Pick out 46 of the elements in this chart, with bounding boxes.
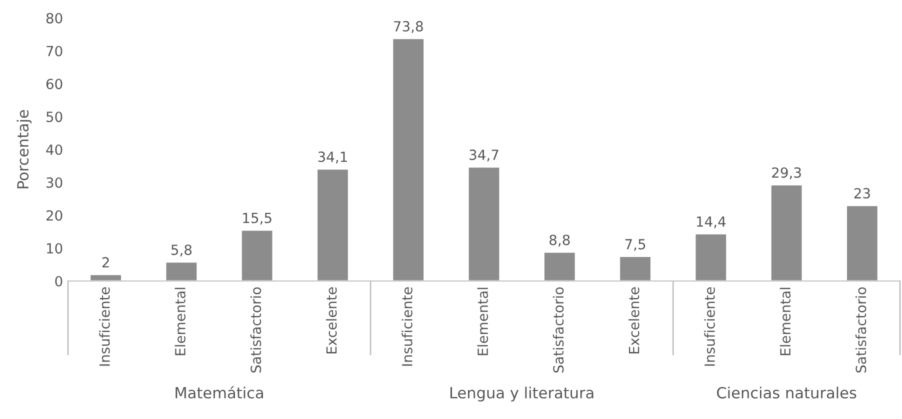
x-tick-label: Insuficiente <box>402 287 412 366</box>
data-label: 14,4 <box>696 216 726 228</box>
text: Matemática <box>176 386 263 399</box>
data-label: 2 <box>102 257 109 268</box>
bar <box>618 256 652 281</box>
x-tick-label: Excelente <box>326 287 337 354</box>
bar <box>770 184 804 281</box>
y-tick-label: 80 <box>46 12 62 24</box>
x-tick-label: Elemental <box>174 288 186 356</box>
y-axis-title: Porcentaje <box>16 110 32 188</box>
x-tick-label: Satisfactorio <box>250 287 262 373</box>
y-tick-label: 70 <box>46 46 62 56</box>
x-tick-label: Insuficiente <box>99 287 110 366</box>
data-label: 29,3 <box>772 167 801 180</box>
text: Ciencias naturales <box>717 386 856 399</box>
y-tick-label: 20 <box>46 210 62 221</box>
data-label: 34,1 <box>318 152 347 164</box>
data-label: 5,8 <box>171 244 192 256</box>
y-tick-label: 50 <box>46 112 62 122</box>
y-tick-label: 0 <box>55 276 62 286</box>
y-tick-label: 60 <box>46 78 62 90</box>
data-label: 73,8 <box>394 21 423 33</box>
bar <box>846 204 879 281</box>
text: Lengua y literatura <box>450 386 594 402</box>
x-tick-label: Elemental <box>780 288 791 356</box>
bar <box>694 232 728 281</box>
y-tick-label: 40 <box>46 144 62 155</box>
bar <box>543 251 576 281</box>
bar <box>392 38 425 281</box>
y-tick-label: 10 <box>46 243 62 254</box>
bar <box>240 229 274 281</box>
x-tick-label: Insuficiente <box>704 287 715 366</box>
data-label: 34,7 <box>470 150 498 162</box>
data-label: 8,8 <box>550 234 570 247</box>
data-label: 7,5 <box>625 239 646 251</box>
x-tick-label: Excelente <box>628 287 640 354</box>
x-tick-label: Satisfactorio <box>552 287 564 373</box>
bar <box>164 261 198 281</box>
x-tick-label: Satisfactorio <box>855 287 866 373</box>
bar <box>89 274 122 281</box>
data-label: 15,5 <box>243 212 272 225</box>
bar <box>467 166 501 281</box>
bar <box>316 168 350 281</box>
x-tick-label: Elemental <box>477 288 488 356</box>
y-tick-label: 30 <box>46 177 62 188</box>
data-label: 23 <box>854 188 870 199</box>
